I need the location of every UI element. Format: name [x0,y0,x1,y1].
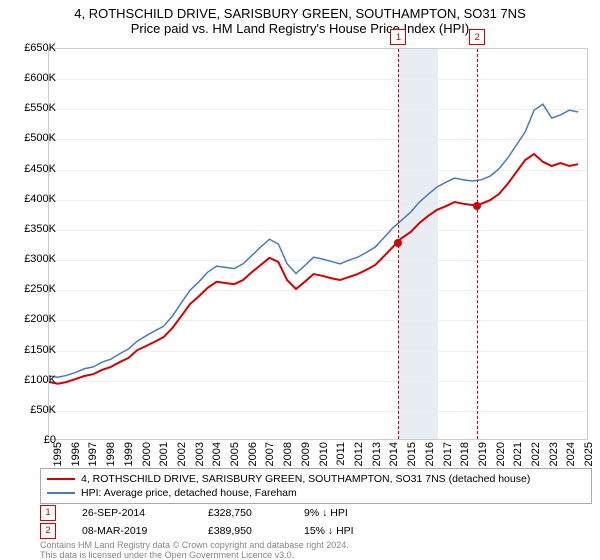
chart-lines [49,49,587,439]
y-axis-label: £350K [10,223,56,235]
event-dot [394,239,402,247]
y-axis-label: £200K [10,313,56,325]
footer-line2: This data is licensed under the Open Gov… [40,550,349,560]
y-axis-label: £250K [10,283,56,295]
y-axis-label: £600K [10,72,56,84]
legend: 4, ROTHSCHILD DRIVE, SARISBURY GREEN, SO… [40,468,592,504]
y-axis-label: £550K [10,102,56,114]
sale-price-1: £328,750 [208,504,278,522]
chart-title-line2: Price paid vs. HM Land Registry's House … [0,21,600,36]
event-vline [477,49,478,439]
y-axis-label: £450K [10,163,56,175]
y-axis-label: £100K [10,374,56,386]
sale-diff-1: 9% ↓ HPI [304,504,374,522]
sale-diff-2: 15% ↓ HPI [304,522,374,540]
sale-date-1: 26-SEP-2014 [82,504,182,522]
sale-date-2: 08-MAR-2019 [82,522,182,540]
legend-label-property: 4, ROTHSCHILD DRIVE, SARISBURY GREEN, SO… [81,472,530,486]
sale-marker-2: 2 [40,523,56,539]
y-axis-label: £650K [10,42,56,54]
legend-row-hpi: HPI: Average price, detached house, Fare… [47,486,585,500]
legend-swatch-property [47,478,75,480]
footer-line1: Contains HM Land Registry data © Crown c… [40,540,349,550]
y-axis-label: £50K [10,404,56,416]
chart-plot-area: 12 [48,48,588,440]
event-marker: 2 [469,29,485,45]
event-marker: 1 [390,29,406,45]
y-axis-label: £0 [10,434,56,446]
sales-table: 1 26-SEP-2014 £328,750 9% ↓ HPI 2 08-MAR… [40,504,374,540]
legend-row-property: 4, ROTHSCHILD DRIVE, SARISBURY GREEN, SO… [47,472,585,486]
sale-row-1: 1 26-SEP-2014 £328,750 9% ↓ HPI [40,504,374,522]
series-hpi [49,104,578,377]
event-dot [473,202,481,210]
chart-title-line1: 4, ROTHSCHILD DRIVE, SARISBURY GREEN, SO… [0,6,600,21]
sale-row-2: 2 08-MAR-2019 £389,950 15% ↓ HPI [40,522,374,540]
y-axis-label: £500K [10,132,56,144]
legend-label-hpi: HPI: Average price, detached house, Fare… [81,486,297,500]
footer: Contains HM Land Registry data © Crown c… [40,540,349,560]
y-axis-label: £400K [10,193,56,205]
legend-swatch-hpi [47,492,75,494]
sale-marker-1: 1 [40,505,56,521]
y-axis-label: £150K [10,344,56,356]
sale-price-2: £389,950 [208,522,278,540]
y-axis-label: £300K [10,253,56,265]
